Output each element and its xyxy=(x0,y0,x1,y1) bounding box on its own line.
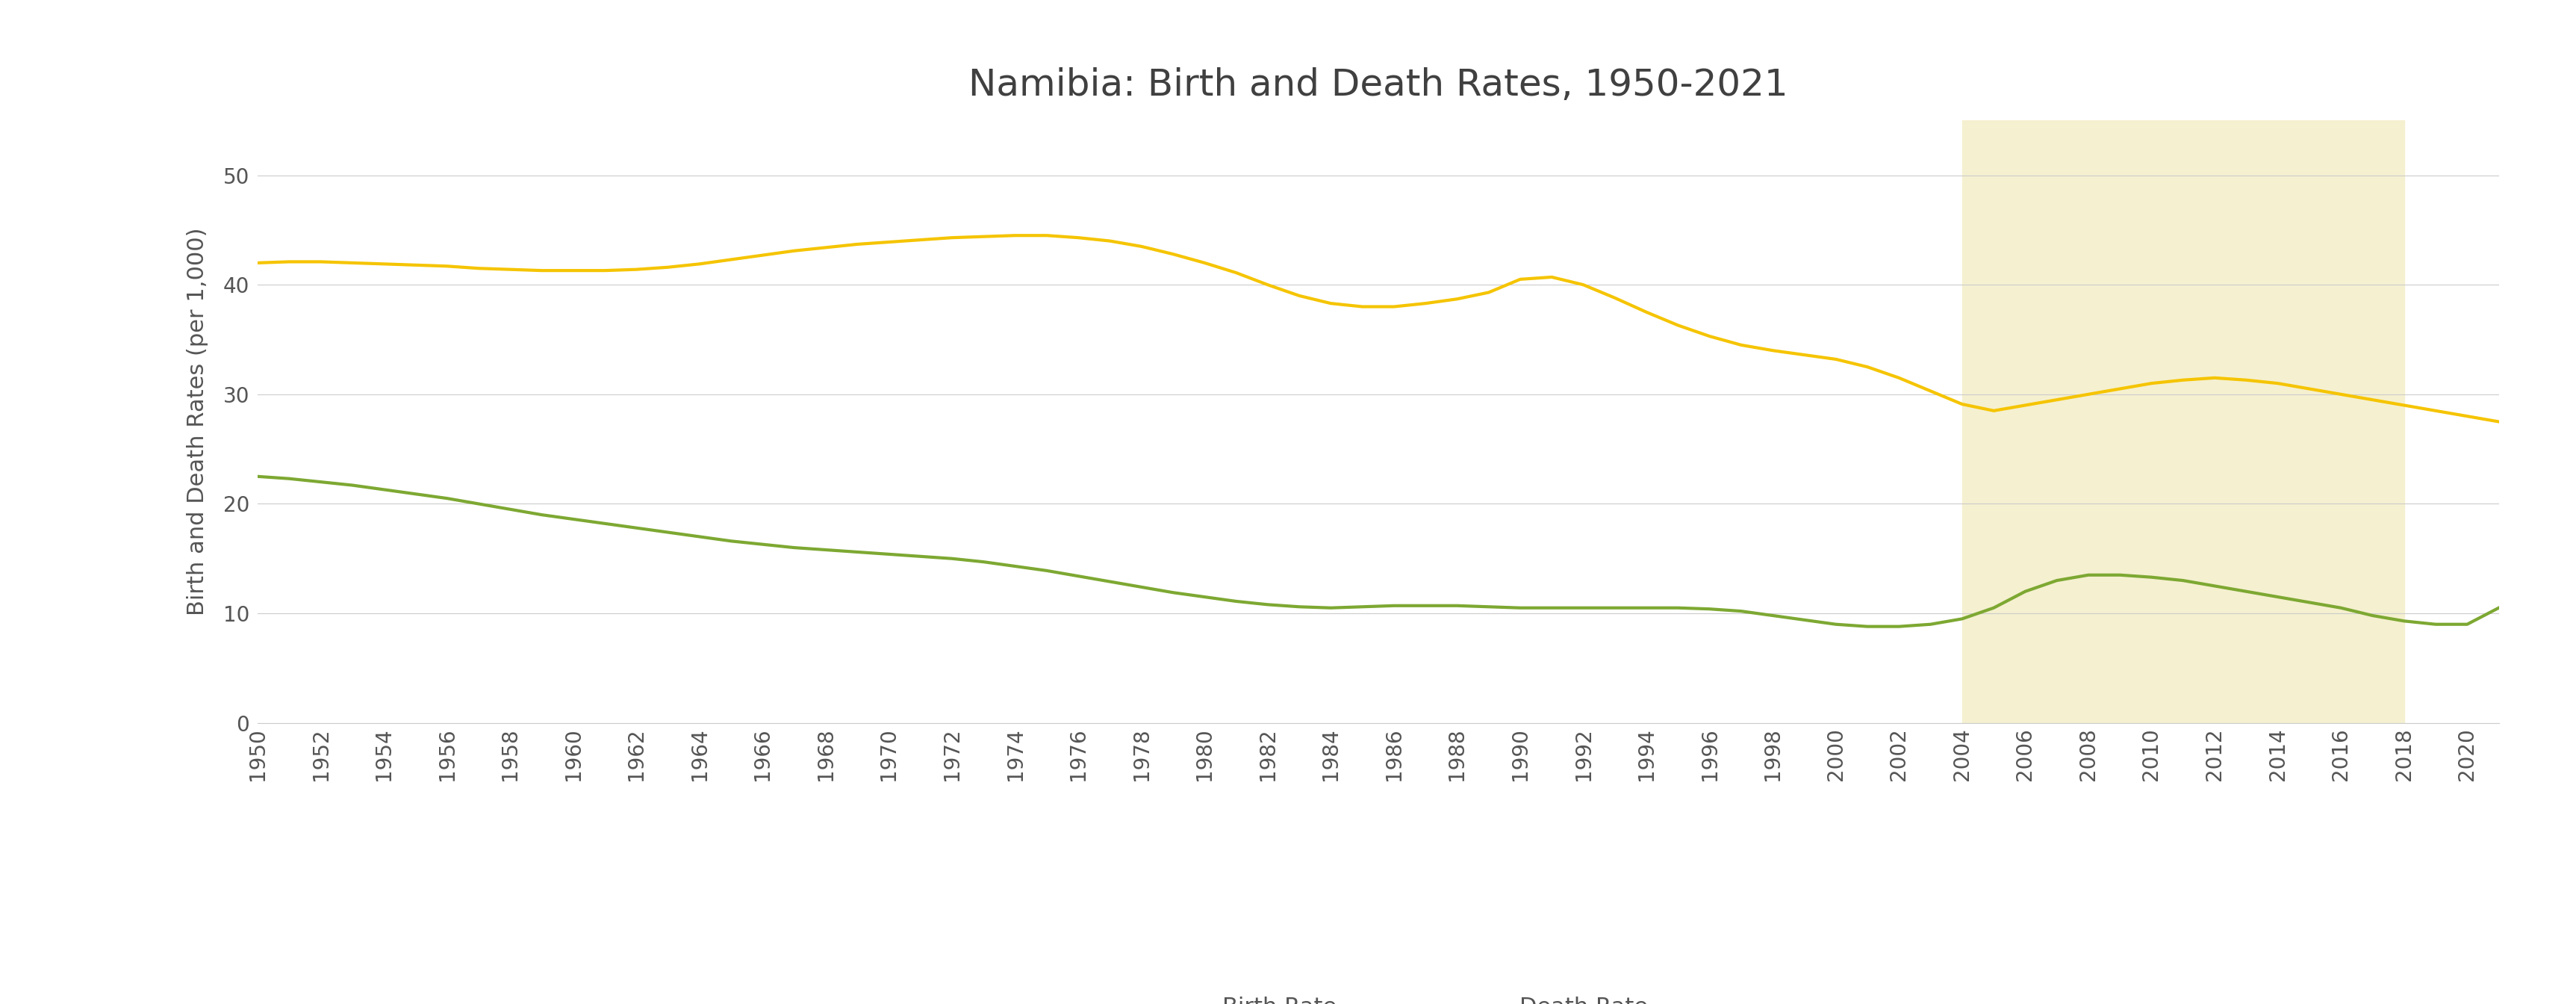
Bar xyxy=(1963,120,2403,723)
Title: Namibia: Birth and Death Rates, 1950-2021: Namibia: Birth and Death Rates, 1950-202… xyxy=(969,67,1788,103)
Y-axis label: Birth and Death Rates (per 1,000): Birth and Death Rates (per 1,000) xyxy=(185,228,209,615)
Death Rate xyxy=(778,541,809,553)
Birth Rate xyxy=(242,257,273,269)
Death Rate xyxy=(999,560,1030,572)
Death Rate xyxy=(1504,601,1535,613)
Death Rate xyxy=(242,471,273,483)
Death Rate xyxy=(2483,601,2514,613)
Birth Rate xyxy=(778,245,809,257)
Death Rate xyxy=(1852,620,1883,633)
Birth Rate xyxy=(1695,330,1726,342)
Line: Birth Rate: Birth Rate xyxy=(258,236,2499,422)
Death Rate xyxy=(559,513,590,525)
Birth Rate xyxy=(999,230,1030,242)
Birth Rate xyxy=(1030,230,1061,242)
Birth Rate xyxy=(2483,416,2514,428)
Legend: Birth Rate, Death Rate: Birth Rate, Death Rate xyxy=(1100,987,1656,1004)
Birth Rate xyxy=(1788,348,1819,360)
Death Rate xyxy=(1662,601,1692,613)
Birth Rate xyxy=(559,264,590,276)
Line: Death Rate: Death Rate xyxy=(258,477,2499,626)
Death Rate xyxy=(1757,609,1788,621)
Birth Rate xyxy=(1535,271,1566,283)
